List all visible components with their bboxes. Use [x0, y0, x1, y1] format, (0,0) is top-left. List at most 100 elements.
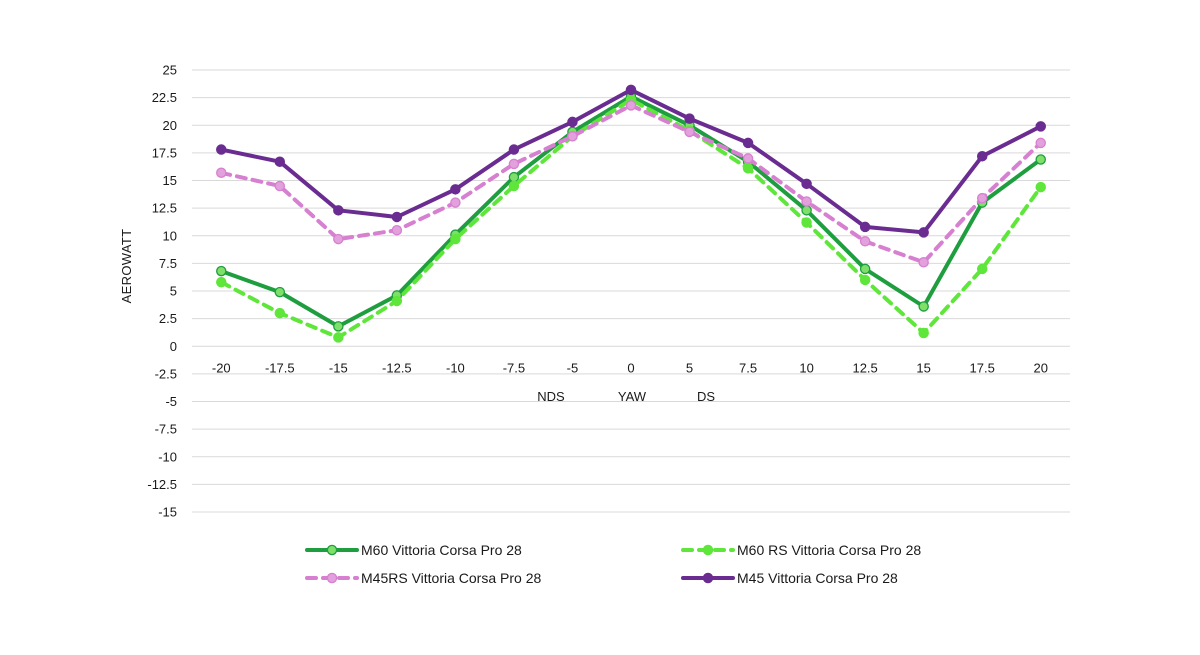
- data-point: [801, 217, 812, 228]
- data-point: [976, 192, 988, 204]
- legend-swatch-marker: [702, 544, 714, 556]
- y-axis-title: AEROWATT: [119, 229, 134, 304]
- x-tick-label: -20: [212, 360, 231, 375]
- y-axis-ticks: 25 22.5 20 17.5 15 12.5 10 7.5 5 2.5 0 -2.5 -5 -7.5 -1…: [147, 63, 177, 520]
- data-point: [274, 307, 286, 319]
- y-tick-label: -7.5: [155, 422, 177, 437]
- data-point: [742, 137, 754, 149]
- legend-label: M60 Vittoria Corsa Pro 28: [361, 542, 522, 558]
- x-tick-label: -15: [329, 360, 348, 375]
- series-line: [219, 103, 1043, 265]
- series-line: [219, 97, 1043, 340]
- x-tick-label: -10: [446, 360, 465, 375]
- data-point: [918, 257, 929, 268]
- data-point: [333, 233, 344, 245]
- data-point: [567, 131, 578, 142]
- data-point: [1035, 181, 1046, 193]
- data-point: [508, 144, 520, 155]
- series-lines: [216, 84, 1046, 343]
- x-tick-label: 17.5: [970, 360, 995, 375]
- data-point: [333, 205, 344, 216]
- x-tick-label: -17.5: [265, 360, 295, 375]
- data-point: [216, 265, 227, 277]
- data-point: [684, 126, 695, 138]
- series-4: [216, 84, 1046, 238]
- data-point: [450, 233, 461, 245]
- x-tick-label: 20: [1033, 360, 1047, 375]
- data-point: [859, 236, 871, 247]
- legend-swatch-marker: [326, 544, 338, 556]
- legend-label: M60 RS Vittoria Corsa Pro 28: [737, 542, 921, 558]
- y-tick-label: 12.5: [152, 201, 177, 216]
- data-point: [333, 321, 344, 332]
- data-point: [1035, 137, 1046, 149]
- legend: M60 Vittoria Corsa Pro 28 M60 RS Vittoria…: [305, 542, 921, 586]
- y-tick-label: 0: [170, 339, 177, 354]
- x-tick-label: 15: [916, 360, 930, 375]
- data-point: [391, 295, 403, 307]
- x-axis-title: YAW: [618, 389, 647, 404]
- y-tick-label: -15: [158, 505, 177, 520]
- data-point: [625, 100, 637, 111]
- y-tick-label: -5: [165, 394, 177, 409]
- legend-entry: M45RS Vittoria Corsa Pro 28: [305, 570, 541, 586]
- x-tick-label: 7.5: [739, 360, 757, 375]
- data-point: [918, 327, 929, 339]
- data-point: [742, 163, 754, 174]
- x-tick-label: 12.5: [852, 360, 877, 375]
- x-tick-label: 10: [799, 360, 813, 375]
- y-tick-label: 20: [163, 118, 177, 133]
- y-tick-label: 2.5: [159, 311, 177, 326]
- x-axis-ticks: -20 -17.5 -15 -12.5 -10 -7.5 -5 0 5 7.5 10 12.5 15 17…: [212, 360, 1048, 375]
- data-point: [1035, 154, 1046, 165]
- y-tick-label: 15: [163, 173, 177, 188]
- y-tick-label: 17.5: [152, 145, 177, 160]
- legend-label: M45 Vittoria Corsa Pro 28: [737, 570, 898, 586]
- legend-label: M45RS Vittoria Corsa Pro 28: [361, 570, 541, 586]
- data-point: [508, 171, 520, 183]
- y-tick-label: -10: [158, 449, 177, 464]
- data-point: [801, 196, 812, 207]
- x-tick-label: -5: [567, 360, 579, 375]
- data-point: [859, 221, 871, 233]
- data-point: [918, 301, 929, 312]
- data-point: [216, 144, 227, 155]
- y-tick-label: 5: [170, 284, 177, 299]
- x-tick-label: 0: [627, 360, 634, 375]
- y-tick-label: 22.5: [152, 90, 177, 105]
- data-point: [976, 263, 988, 275]
- y-tick-label: -2.5: [155, 366, 177, 381]
- data-point: [859, 274, 871, 286]
- gridlines: [192, 69, 1070, 513]
- data-point: [450, 197, 461, 208]
- annotation-nds: NDS: [537, 389, 565, 404]
- legend-swatch-marker: [702, 572, 714, 584]
- series-3: [216, 100, 1046, 268]
- y-tick-label: 25: [163, 63, 177, 78]
- data-point: [274, 180, 286, 192]
- data-point: [274, 156, 286, 167]
- x-tick-label: -12.5: [382, 360, 412, 375]
- data-point: [801, 205, 812, 216]
- data-point: [1035, 121, 1046, 132]
- data-point: [684, 113, 695, 124]
- data-point: [508, 180, 520, 192]
- legend-entry: M60 RS Vittoria Corsa Pro 28: [681, 542, 921, 558]
- y-tick-label: 10: [163, 228, 177, 243]
- annotation-ds: DS: [697, 389, 715, 404]
- data-point: [801, 178, 812, 190]
- data-point: [333, 332, 344, 343]
- legend-entry: M45 Vittoria Corsa Pro 28: [681, 570, 898, 586]
- data-point: [391, 224, 403, 236]
- x-tick-label: 5: [686, 360, 693, 375]
- data-point: [391, 211, 403, 223]
- data-point: [918, 227, 929, 238]
- legend-swatch-marker: [326, 572, 338, 584]
- data-point: [508, 158, 520, 170]
- data-point: [859, 263, 871, 275]
- series-line: [219, 87, 1043, 235]
- y-tick-label: -12.5: [147, 477, 177, 492]
- data-point: [274, 286, 286, 298]
- data-point: [216, 167, 227, 179]
